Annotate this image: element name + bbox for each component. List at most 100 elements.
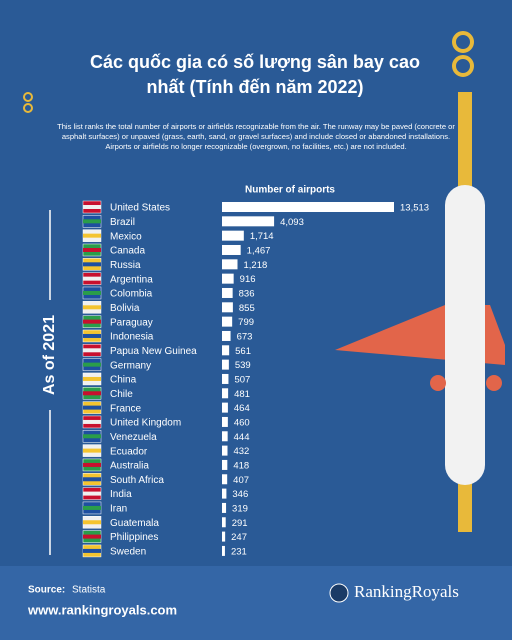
annotation: As of 2021 (41, 315, 58, 395)
flag-stripe (83, 419, 101, 424)
value-label: 1,714 (250, 231, 274, 242)
bar (222, 474, 228, 485)
flag-stripe (83, 391, 101, 396)
value-label: 507 (234, 374, 250, 385)
value-label: 836 (239, 288, 255, 299)
bar (222, 459, 228, 470)
value-label: 539 (235, 360, 251, 371)
category-label: Indonesia (110, 332, 154, 343)
flag-stripe (83, 305, 101, 310)
value-label: 464 (234, 403, 250, 414)
flag-stripe (83, 233, 101, 238)
category-label: Brazil (110, 217, 135, 228)
category-label: Ecuador (110, 446, 148, 457)
category-label: Philippines (110, 532, 158, 543)
category-label: Argentina (110, 274, 153, 285)
bar (222, 345, 230, 356)
source: Statista (72, 585, 106, 596)
flag-stripe (83, 290, 101, 295)
category-label: Russia (110, 260, 141, 271)
flag-stripe (83, 219, 101, 224)
decor (452, 55, 474, 77)
bar (222, 273, 234, 284)
decor (452, 31, 474, 53)
category-label: Sweden (110, 547, 146, 558)
flag-stripe (83, 548, 101, 553)
bar (222, 517, 226, 528)
category-label: India (110, 489, 132, 500)
bar (222, 330, 231, 341)
bar (222, 545, 225, 556)
category-label: Paraguay (110, 317, 153, 328)
flag-stripe (83, 247, 101, 252)
category-label: Colombia (110, 289, 153, 300)
bar (222, 359, 229, 370)
value-label: 1,467 (247, 246, 271, 257)
flag-stripe (83, 477, 101, 482)
value-label: 407 (233, 475, 249, 486)
bar (222, 259, 238, 270)
decor (23, 92, 33, 102)
value-label: 319 (232, 503, 248, 514)
value-label: 247 (231, 532, 247, 543)
url: www.rankingroyals.com (27, 602, 177, 617)
category-label: Germany (110, 360, 151, 371)
flag-stripe (83, 434, 101, 439)
subtitle: This list ranks the total number of airp… (57, 122, 455, 151)
flag-stripe (83, 405, 101, 410)
value-label: 13,513 (400, 203, 429, 214)
value-label: 799 (238, 317, 254, 328)
bar (222, 402, 228, 413)
flag-stripe (83, 319, 101, 324)
bar (222, 488, 227, 499)
flag-stripe (83, 333, 101, 338)
category-label: United Kingdom (110, 418, 181, 429)
flag-stripe (83, 262, 101, 267)
bar (222, 287, 233, 298)
bar (222, 302, 233, 313)
bar (222, 230, 244, 241)
flag-stripe (83, 376, 101, 381)
bar (222, 388, 229, 399)
category-label: Papua New Guinea (110, 346, 197, 357)
bar (222, 244, 241, 255)
flag-stripe (83, 448, 101, 453)
flag-stripe (83, 348, 101, 353)
bar (222, 373, 229, 384)
category-label: Venezuela (110, 432, 157, 443)
category-label: Iran (110, 504, 127, 515)
flag-stripe (83, 462, 101, 467)
logo (329, 583, 349, 603)
value-label: 916 (240, 274, 256, 285)
flag-stripe (83, 534, 101, 539)
category-label: China (110, 375, 137, 386)
brand: RankingRoyals (354, 582, 459, 601)
bar (222, 531, 226, 542)
flag-stripe (83, 491, 101, 496)
flag-stripe (83, 276, 101, 281)
value-label: 460 (234, 417, 250, 428)
value-label: 1,218 (244, 260, 268, 271)
category-label: Canada (110, 246, 145, 257)
axis-label: Number of airports (245, 185, 335, 196)
flag-stripe (83, 362, 101, 367)
source-label: Source: (28, 585, 65, 596)
footer-band (0, 566, 512, 640)
bar (222, 416, 228, 427)
category-label: Bolivia (110, 303, 140, 314)
category-label: South Africa (110, 475, 164, 486)
value-label: 418 (233, 460, 249, 471)
value-label: 561 (235, 346, 251, 357)
chart-title: Các quốc gia có số lượng sân bay cao nhấ… (90, 52, 420, 97)
bar (222, 202, 394, 212)
value-label: 673 (237, 331, 253, 342)
value-label: 481 (234, 389, 250, 400)
value-label: 291 (232, 518, 248, 529)
category-label: United States (110, 203, 170, 214)
bar (222, 502, 227, 513)
category-label: France (110, 403, 142, 414)
category-label: Chile (110, 389, 133, 400)
bar (222, 431, 228, 442)
category-label: Guatemala (110, 518, 159, 529)
